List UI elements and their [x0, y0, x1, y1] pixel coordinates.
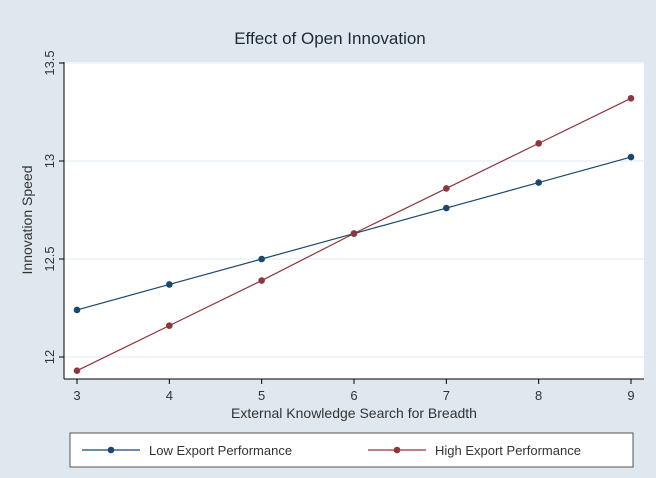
data-point	[166, 322, 173, 329]
data-point	[350, 230, 358, 237]
data-point	[443, 204, 450, 212]
y-tick-label: 12	[42, 350, 57, 364]
data-point	[73, 367, 81, 375]
data-point	[443, 185, 450, 192]
legend-label: Low Export Performance	[149, 443, 292, 458]
y-tick-label: 13.5	[42, 50, 57, 75]
series-layer	[73, 94, 635, 375]
data-point	[627, 153, 635, 161]
legend: Low Export Performance High Export Perfor…	[69, 432, 634, 468]
x-axis-label: External Knowledge Search for Breadth	[231, 405, 477, 421]
data-point	[258, 255, 265, 263]
x-tick-label: 7	[443, 388, 450, 403]
x-tick-label: 9	[627, 388, 634, 403]
x-tick-label: 3	[73, 388, 80, 403]
x-tick-label: 5	[258, 388, 265, 403]
data-point	[627, 94, 635, 102]
data-point	[535, 140, 542, 147]
data-point	[73, 306, 81, 314]
y-tick-label: 13	[42, 154, 57, 168]
x-tick-label: 4	[166, 388, 173, 403]
y-tick-label: 12.5	[42, 246, 57, 271]
legend-swatch-marker	[107, 446, 115, 454]
y-axis-label: Innovation Speed	[19, 166, 35, 275]
legend-swatch-marker	[393, 446, 401, 454]
chart-title: Effect of Open Innovation	[234, 29, 426, 48]
x-tick-label: 6	[350, 388, 357, 403]
data-point	[166, 281, 173, 288]
legend-box	[69, 432, 634, 468]
legend-label: High Export Performance	[435, 443, 581, 458]
data-point	[258, 277, 265, 284]
data-point	[535, 179, 542, 186]
grid-lines	[64, 62, 644, 358]
axes: 3 4 5 6 7 8 9 12 12.5 13 13.5	[42, 50, 644, 403]
x-tick-label: 8	[535, 388, 542, 403]
plot-area	[64, 62, 644, 379]
